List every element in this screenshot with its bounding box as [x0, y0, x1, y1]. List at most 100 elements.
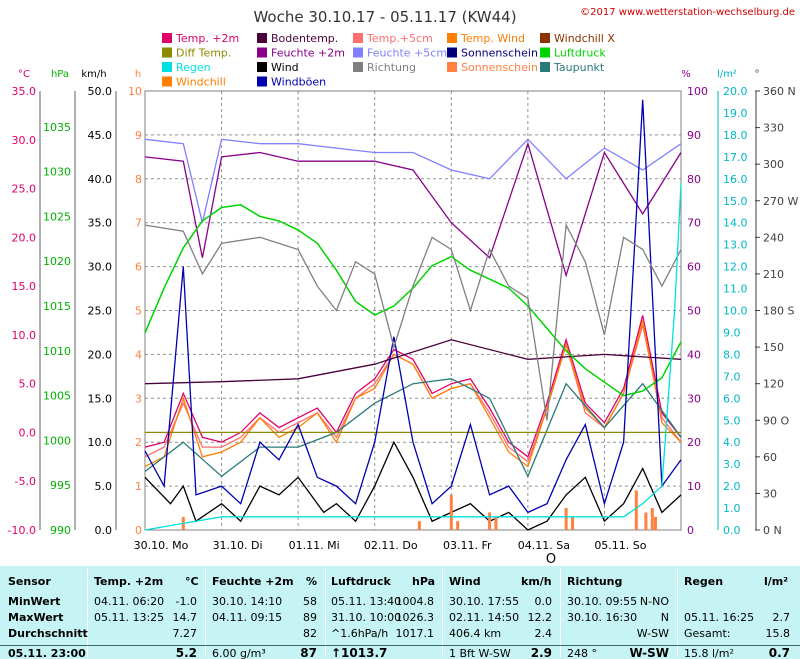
rain-tick-label: 0.0 [723, 524, 741, 537]
sun-tick-label: 9 [135, 129, 142, 142]
sun-tick-label: 7 [135, 217, 142, 230]
legend-swatch [257, 33, 267, 43]
humidity-tick-label: 100 [687, 85, 708, 98]
direction-tick-label: 150 [763, 341, 784, 354]
sun-tick-label: 4 [135, 348, 142, 361]
wind-tick-label: 35.0 [88, 217, 113, 230]
humidity-tick-label: 90 [687, 129, 701, 142]
wind-tick-label: 30.0 [88, 261, 113, 274]
series-line-temp-2m [144, 315, 682, 458]
stats-cell-wind-t: 02.11. 14:50 [449, 611, 520, 624]
axis-unit-label: h [135, 69, 141, 80]
stats-cell-temp-t: 04.11. 06:20 [94, 595, 165, 608]
axis-unit-label: % [681, 69, 691, 80]
pressure-tick-label: 990 [50, 524, 71, 537]
legend-swatch [162, 33, 172, 43]
rain-tick-label: 3.0 [723, 458, 741, 471]
sunshine-bar [417, 521, 421, 530]
row-separator [0, 645, 800, 646]
wind-tick-label: 0.0 [95, 524, 113, 537]
sunshine-bar [564, 508, 568, 530]
stats-cell-wind-v: 2.9 [530, 646, 552, 659]
stats-cell-rain-v: 15.8 [765, 627, 791, 640]
stats-cell-rain-t: 05.11. 16:25 [684, 611, 755, 624]
temp-tick-label: -10.0 [8, 524, 36, 537]
legend-label: Feuchte +5cm [367, 47, 447, 60]
pressure-tick-label: 1005 [43, 390, 71, 403]
legend-label: Windböen [271, 76, 326, 89]
weather-chart: Woche 30.10.17 - 05.11.17 (KW44) ©2017 w… [8, 7, 799, 566]
stats-cell-temp-v: 7.27 [172, 627, 198, 640]
rain-tick-label: 4.0 [723, 436, 741, 449]
rain-tick-label: 2.0 [723, 480, 741, 493]
legend-swatch [162, 76, 172, 87]
column-divider [677, 568, 678, 657]
rain-tick-label: 1.0 [723, 502, 741, 515]
pressure-tick-label: 1015 [43, 300, 71, 313]
rain-tick-label: 6.0 [723, 392, 741, 405]
legend-label: Sonnenschein [461, 47, 538, 60]
stats-cell-press-t: ^1.6hPa/h [331, 627, 389, 640]
stats-cell-dir-t: 248 ° [567, 647, 597, 659]
stats-cell-label: MinWert [8, 595, 61, 608]
rain-tick-label: 17.0 [723, 151, 748, 164]
legend-label: Diff Temp. [176, 47, 231, 60]
sunshine-bar [571, 516, 575, 530]
header-humidity-unit: % [306, 575, 318, 588]
legend-swatch [540, 62, 550, 72]
pressure-tick-label: 1030 [43, 166, 71, 179]
legend-label: Temp. +2m [175, 32, 239, 45]
legend-label: Windchill [176, 76, 226, 89]
header-temp: Temp. +2m [94, 575, 164, 588]
direction-tick-label: 120 [763, 378, 784, 391]
stats-cell-temp-v: -1.0 [175, 595, 197, 608]
direction-tick-label: 60 [763, 451, 777, 464]
wind-tick-label: 15.0 [88, 392, 113, 405]
stats-cell-press-v: 1004.8 [395, 595, 435, 608]
sunshine-bar [456, 521, 460, 530]
series-line-feuchte-5cm [144, 138, 682, 223]
direction-tick-label: 30 [763, 487, 777, 500]
axes: 35.030.025.020.015.010.05.00.0-5.0-10.0°… [8, 69, 799, 552]
legend-swatch [353, 33, 363, 43]
stats-cell-rain-t: 15.8 l/m² [684, 647, 734, 659]
sun-tick-label: 10 [128, 85, 142, 98]
stats-cell-wind-t: 406.4 km [449, 627, 502, 640]
sun-tick-label: 0 [135, 524, 142, 537]
temp-tick-label: 35.0 [12, 85, 37, 98]
legend-swatch [162, 47, 172, 58]
temp-tick-label: 30.0 [12, 134, 37, 147]
stats-cell-wind-v: 2.4 [534, 627, 553, 640]
sun-tick-label: 5 [135, 305, 142, 318]
stats-cell-label: 05.11. 23:00 [8, 647, 86, 659]
rain-tick-label: 10.0 [723, 305, 748, 318]
legend-swatch [447, 33, 457, 43]
rain-tick-label: 15.0 [723, 195, 748, 208]
wind-tick-label: 45.0 [88, 129, 113, 142]
humidity-tick-label: 80 [687, 173, 701, 186]
sunshine-bar [494, 516, 498, 530]
direction-tick-label: 0 N [763, 524, 782, 537]
sun-tick-label: 3 [135, 392, 142, 405]
series-line-temp-wind [144, 320, 682, 468]
legend-swatch [447, 62, 457, 72]
series-line-luftdruck [144, 204, 682, 397]
legend-swatch [353, 62, 363, 72]
humidity-tick-label: 10 [687, 480, 701, 493]
sunshine-bar [488, 512, 492, 530]
wind-tick-label: 10.0 [88, 436, 113, 449]
legend-label: Wind [271, 61, 299, 74]
stats-cell-hum-v: 58 [303, 595, 317, 608]
stats-cell-hum-t: 04.11. 09:15 [212, 611, 283, 624]
legend-label: Taupunkt [553, 61, 605, 74]
legend-label: Sonnenschein [461, 61, 538, 74]
pressure-tick-label: 1000 [43, 434, 71, 447]
stats-cell-press-t: 31.10. 10:00 [331, 611, 402, 624]
humidity-tick-label: 70 [687, 217, 701, 230]
column-divider [560, 568, 561, 657]
header-rain: Regen [684, 575, 724, 588]
stats-cell-press-t: ↑1013.7 [331, 646, 388, 659]
wind-tick-label: 40.0 [88, 173, 113, 186]
pressure-tick-label: 1035 [43, 121, 71, 134]
